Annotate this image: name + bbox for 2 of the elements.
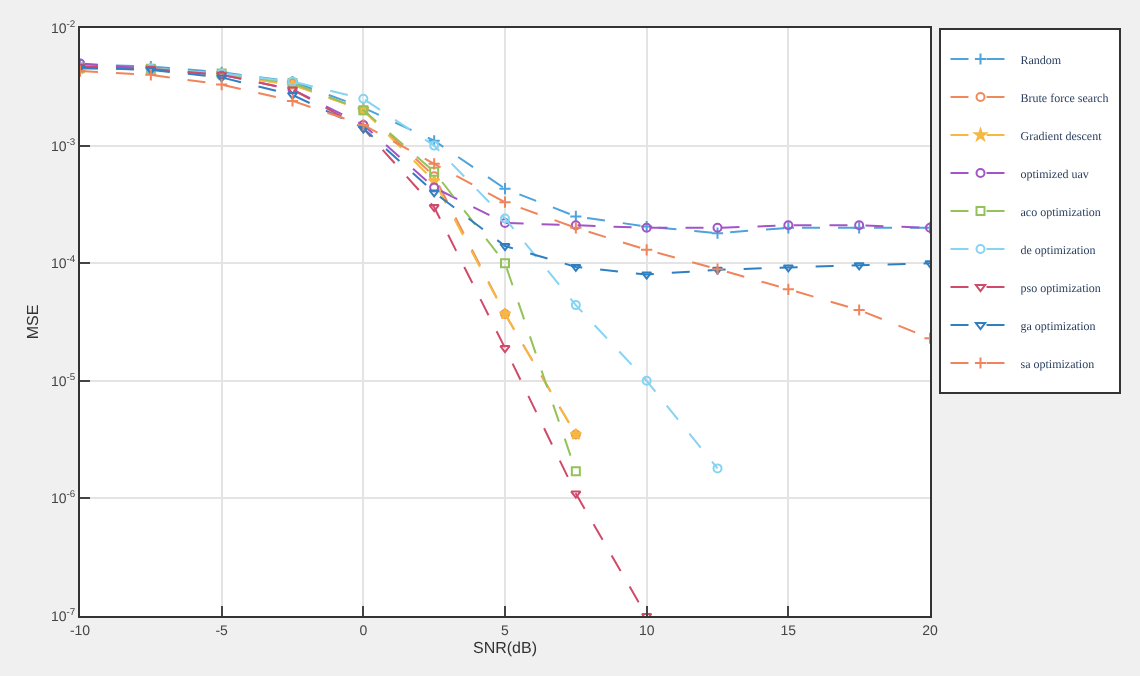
x-axis-title: SNR(dB) [472, 639, 538, 657]
y-axis-title: MSE [24, 304, 43, 340]
